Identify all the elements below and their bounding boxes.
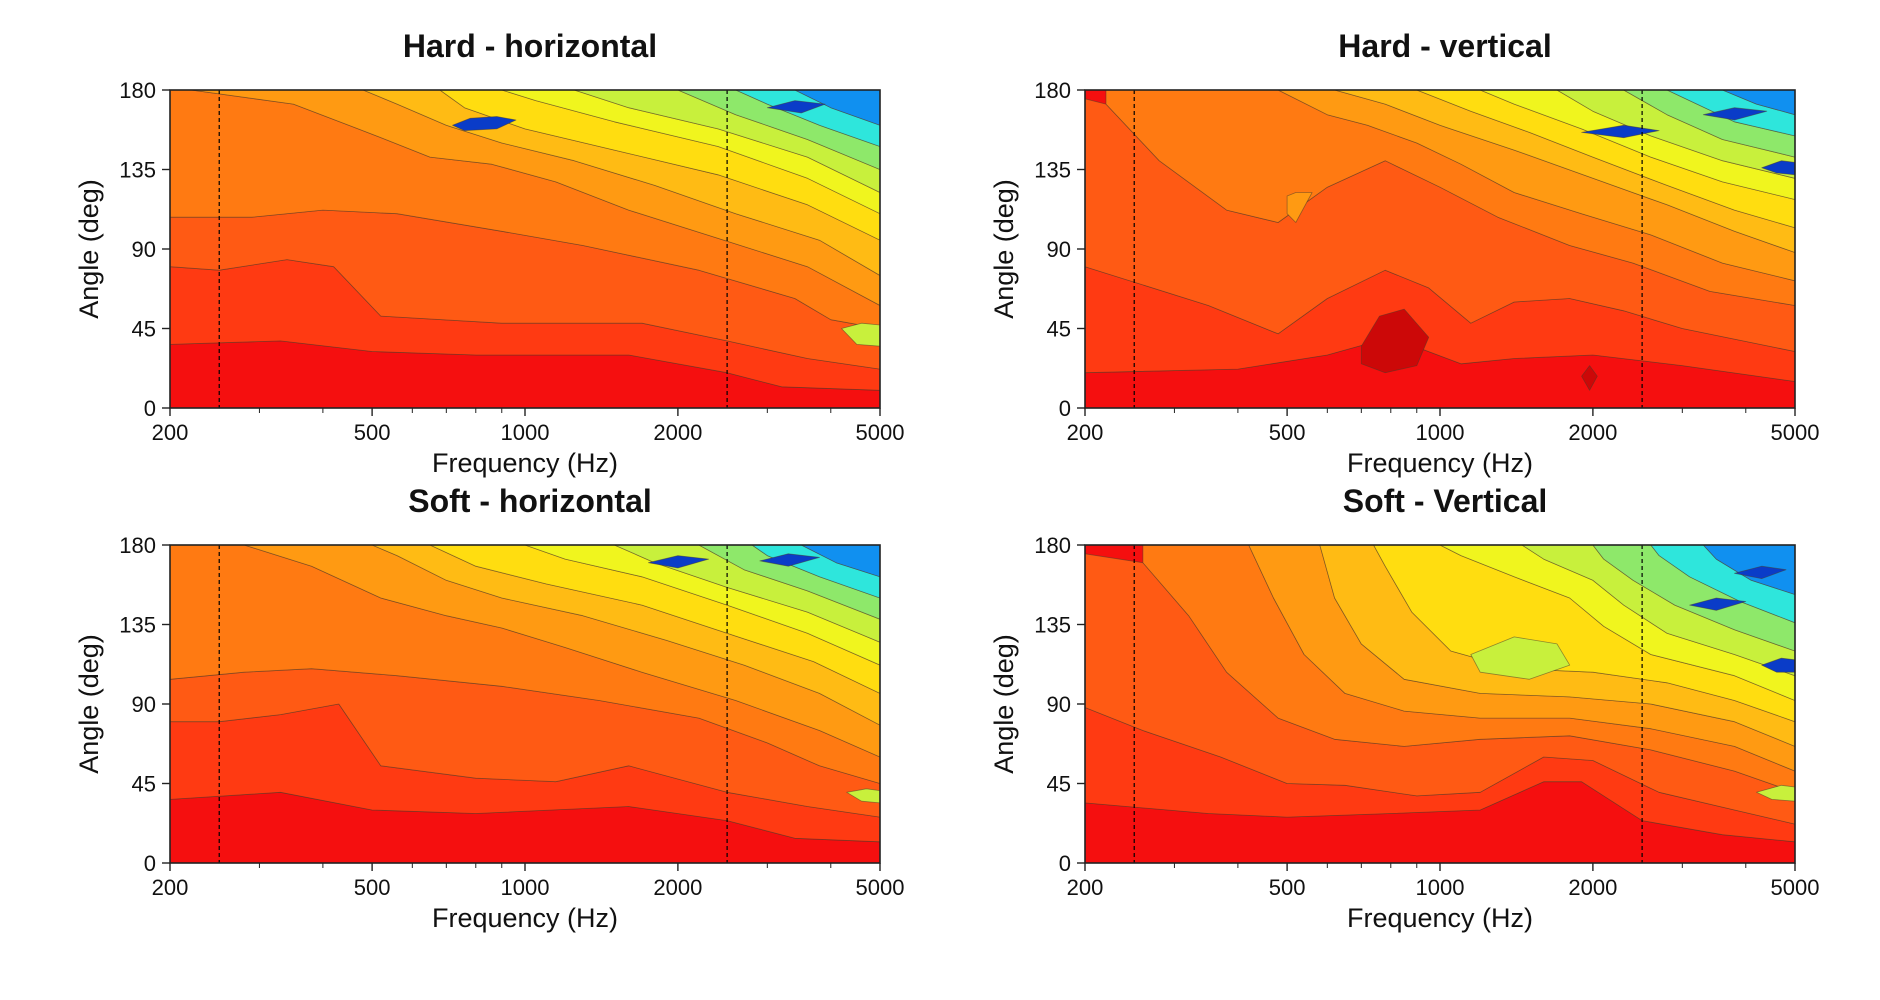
y-axis-label: Angle (deg) — [74, 634, 104, 774]
chart-title: Soft - horizontal — [408, 483, 652, 519]
contour-band-level-13 — [1689, 597, 1747, 611]
contour-band-level-5 — [1286, 192, 1313, 223]
y-tick-label: 135 — [1034, 158, 1071, 183]
x-tick-label: 1000 — [1416, 420, 1465, 445]
y-axis-label: Angle (deg) — [989, 634, 1019, 774]
x-tick-label: 2000 — [653, 420, 702, 445]
y-tick-label: 135 — [119, 158, 156, 183]
contour-band-level-13 — [1761, 657, 1795, 673]
y-tick-label: 90 — [1047, 692, 1071, 717]
y-axis-label: Angle (deg) — [74, 179, 104, 319]
contour-band-level-12 — [1722, 90, 1795, 116]
contour-band-level-9 — [841, 322, 880, 347]
x-axis-label: Frequency (Hz) — [1347, 903, 1533, 933]
y-tick-label: 90 — [132, 692, 156, 717]
contour-chart: 200 500 1000 2000 5000 0 45 90 135 180 Frequency (… — [989, 533, 1820, 933]
chart-panel-soft-vertical: Soft - Vertical 200 500 1000 2000 5000 0 45 90 1… — [915, 455, 1855, 945]
contour-layer — [1085, 90, 1795, 408]
contour-band-level-12 — [800, 545, 880, 578]
contour-band-level-9 — [1470, 636, 1571, 680]
x-tick-label: 5000 — [1771, 420, 1820, 445]
y-tick-label: 0 — [144, 851, 156, 876]
x-tick-label: 5000 — [856, 420, 905, 445]
chart-panel-soft-horizontal: Soft - horizontal 200 500 1000 2000 5000 0 45 9… — [0, 455, 940, 945]
x-tick-label: 2000 — [1568, 420, 1617, 445]
contour-band-level-9 — [1756, 784, 1795, 802]
y-tick-label: 45 — [1047, 317, 1071, 342]
y-tick-label: 90 — [1047, 237, 1071, 262]
contour-band-level-0 — [1581, 365, 1598, 391]
y-tick-label: 180 — [1034, 533, 1071, 558]
x-tick-label: 200 — [152, 875, 189, 900]
contour-band-level-0 — [1360, 308, 1430, 374]
contour-chart: 200 500 1000 2000 5000 0 45 90 135 180 Frequency (… — [989, 78, 1820, 478]
y-axis-label: Angle (deg) — [989, 179, 1019, 319]
y-tick-label: 0 — [1059, 851, 1071, 876]
contour-band-level-13 — [648, 555, 710, 569]
x-axis-label: Frequency (Hz) — [432, 448, 618, 478]
x-tick-label: 1000 — [1416, 875, 1465, 900]
x-tick-label: 200 — [1067, 420, 1104, 445]
x-tick-label: 500 — [1269, 420, 1306, 445]
y-tick-label: 45 — [132, 317, 156, 342]
contour-band-level-13 — [1581, 124, 1660, 139]
y-tick-label: 135 — [119, 613, 156, 638]
x-tick-label: 200 — [152, 420, 189, 445]
x-tick-label: 5000 — [856, 875, 905, 900]
x-tick-label: 500 — [1269, 875, 1306, 900]
y-tick-label: 180 — [119, 533, 156, 558]
contour-band-level-13 — [1761, 160, 1795, 176]
x-tick-label: 200 — [1067, 875, 1104, 900]
chart-title: Soft - Vertical — [1342, 483, 1548, 519]
y-tick-label: 45 — [132, 772, 156, 797]
contour-band-level-13 — [766, 100, 826, 114]
contour-band-level-13 — [759, 553, 820, 567]
x-tick-label: 500 — [354, 420, 391, 445]
y-tick-label: 180 — [119, 78, 156, 103]
contour-band-level-12 — [794, 90, 880, 126]
contour-layer — [170, 90, 880, 408]
chart-title: Hard - vertical — [1338, 28, 1552, 64]
y-tick-label: 90 — [132, 237, 156, 262]
contour-band-level-13 — [1734, 565, 1787, 579]
chart-title: Hard - horizontal — [402, 28, 658, 64]
x-tick-label: 2000 — [653, 875, 702, 900]
contour-layer — [170, 545, 880, 863]
x-tick-label: 2000 — [1568, 875, 1617, 900]
y-tick-label: 180 — [1034, 78, 1071, 103]
x-tick-label: 5000 — [1771, 875, 1820, 900]
x-tick-label: 500 — [354, 875, 391, 900]
y-tick-label: 135 — [1034, 613, 1071, 638]
contour-chart: 200 500 1000 2000 5000 0 45 90 135 180 Frequency (… — [74, 78, 905, 478]
chart-panel-hard-vertical: Hard - vertical 200 500 1000 2000 5000 0 45 90 1… — [915, 0, 1855, 490]
contour-layer — [1085, 545, 1795, 863]
y-tick-label: 0 — [144, 396, 156, 421]
x-tick-label: 1000 — [501, 875, 550, 900]
y-tick-label: 0 — [1059, 396, 1071, 421]
contour-chart: 200 500 1000 2000 5000 0 45 90 135 180 Frequency (… — [74, 533, 905, 933]
y-tick-label: 45 — [1047, 772, 1071, 797]
contour-band-level-9 — [846, 788, 880, 804]
x-axis-label: Frequency (Hz) — [432, 903, 618, 933]
chart-panel-hard-horizontal: Hard - horizontal 200 500 1000 2000 5000 0 45 9… — [0, 0, 940, 490]
x-tick-label: 1000 — [501, 420, 550, 445]
contour-band-level-13 — [452, 116, 517, 131]
x-axis-label: Frequency (Hz) — [1347, 448, 1533, 478]
contour-band-level-13 — [1702, 107, 1768, 121]
